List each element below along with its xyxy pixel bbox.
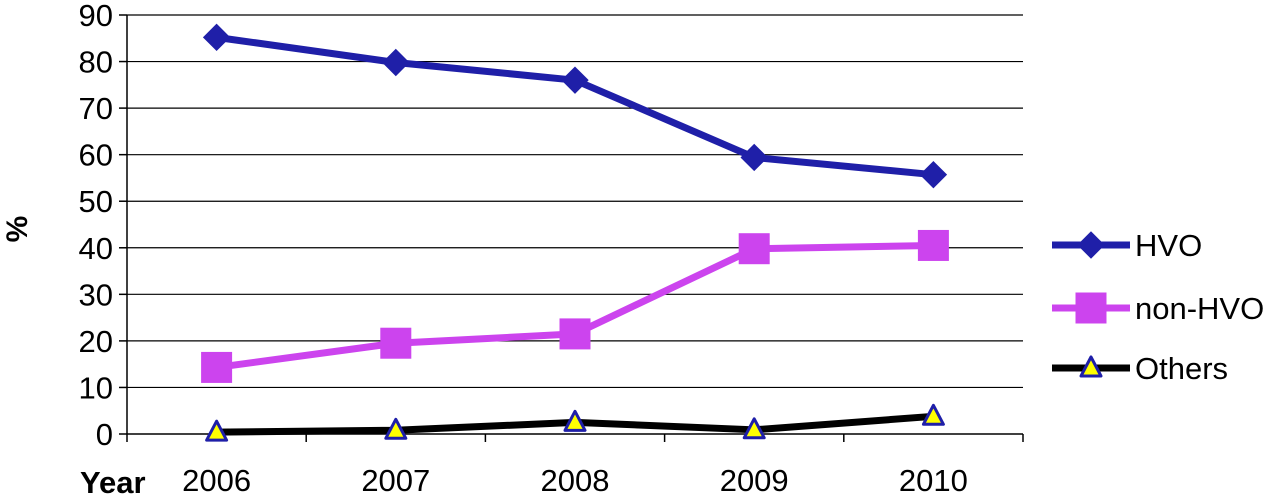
x-tick-label: 2008 [541, 463, 610, 496]
data-point [559, 318, 591, 350]
legend-marker [1079, 355, 1103, 378]
x-axis-label: Year [80, 465, 146, 496]
y-tick-label: 20 [79, 324, 113, 359]
data-point [738, 233, 770, 265]
y-tick-label: 40 [79, 231, 113, 266]
legend-label: HVO [1135, 228, 1202, 263]
data-point [561, 66, 589, 94]
series-hvo [202, 23, 948, 189]
series-others [205, 403, 945, 442]
legend-marker [1075, 292, 1107, 324]
y-tick-label: 0 [96, 417, 113, 452]
y-tick-label: 10 [79, 370, 113, 405]
data-point [740, 143, 768, 172]
y-axis-label: % [1, 216, 34, 243]
legend-label: non-HVO [1135, 291, 1264, 326]
y-tick-label: 50 [79, 184, 113, 219]
legend-item: HVO [1052, 228, 1202, 263]
series-group [201, 23, 949, 442]
y-tick-label: 90 [79, 0, 113, 33]
data-point [380, 327, 412, 359]
legend-label: Others [1135, 351, 1228, 386]
x-tick-label: 2006 [182, 463, 251, 496]
series-non-hvo [201, 229, 949, 383]
data-point [921, 403, 945, 426]
gridlines [127, 14, 1023, 389]
x-tick-label: 2009 [720, 463, 789, 496]
data-point [563, 409, 587, 432]
data-point [742, 417, 766, 440]
data-point [205, 419, 229, 442]
y-tick-label: 80 [79, 45, 113, 80]
legend: HVO non-HVO Others [1052, 228, 1264, 386]
legend-item: non-HVO [1052, 291, 1264, 326]
y-tick-label: 30 [79, 277, 113, 312]
y-tick-label: 70 [79, 91, 113, 126]
data-point [919, 160, 948, 189]
x-tick-labels: 2006 2007 2008 2009 2010 [182, 463, 968, 496]
data-point [201, 351, 233, 383]
legend-item: Others [1052, 351, 1228, 386]
data-point [382, 48, 410, 77]
data-point [917, 229, 949, 261]
data-point [384, 417, 408, 440]
x-tick-label: 2010 [899, 463, 968, 496]
data-point [202, 23, 231, 52]
legend-marker [1077, 231, 1105, 259]
y-tick-label: 60 [79, 138, 113, 173]
x-tick-label: 2007 [361, 463, 430, 496]
y-tick-labels: 0 10 20 30 40 50 60 70 80 90 [79, 0, 113, 452]
